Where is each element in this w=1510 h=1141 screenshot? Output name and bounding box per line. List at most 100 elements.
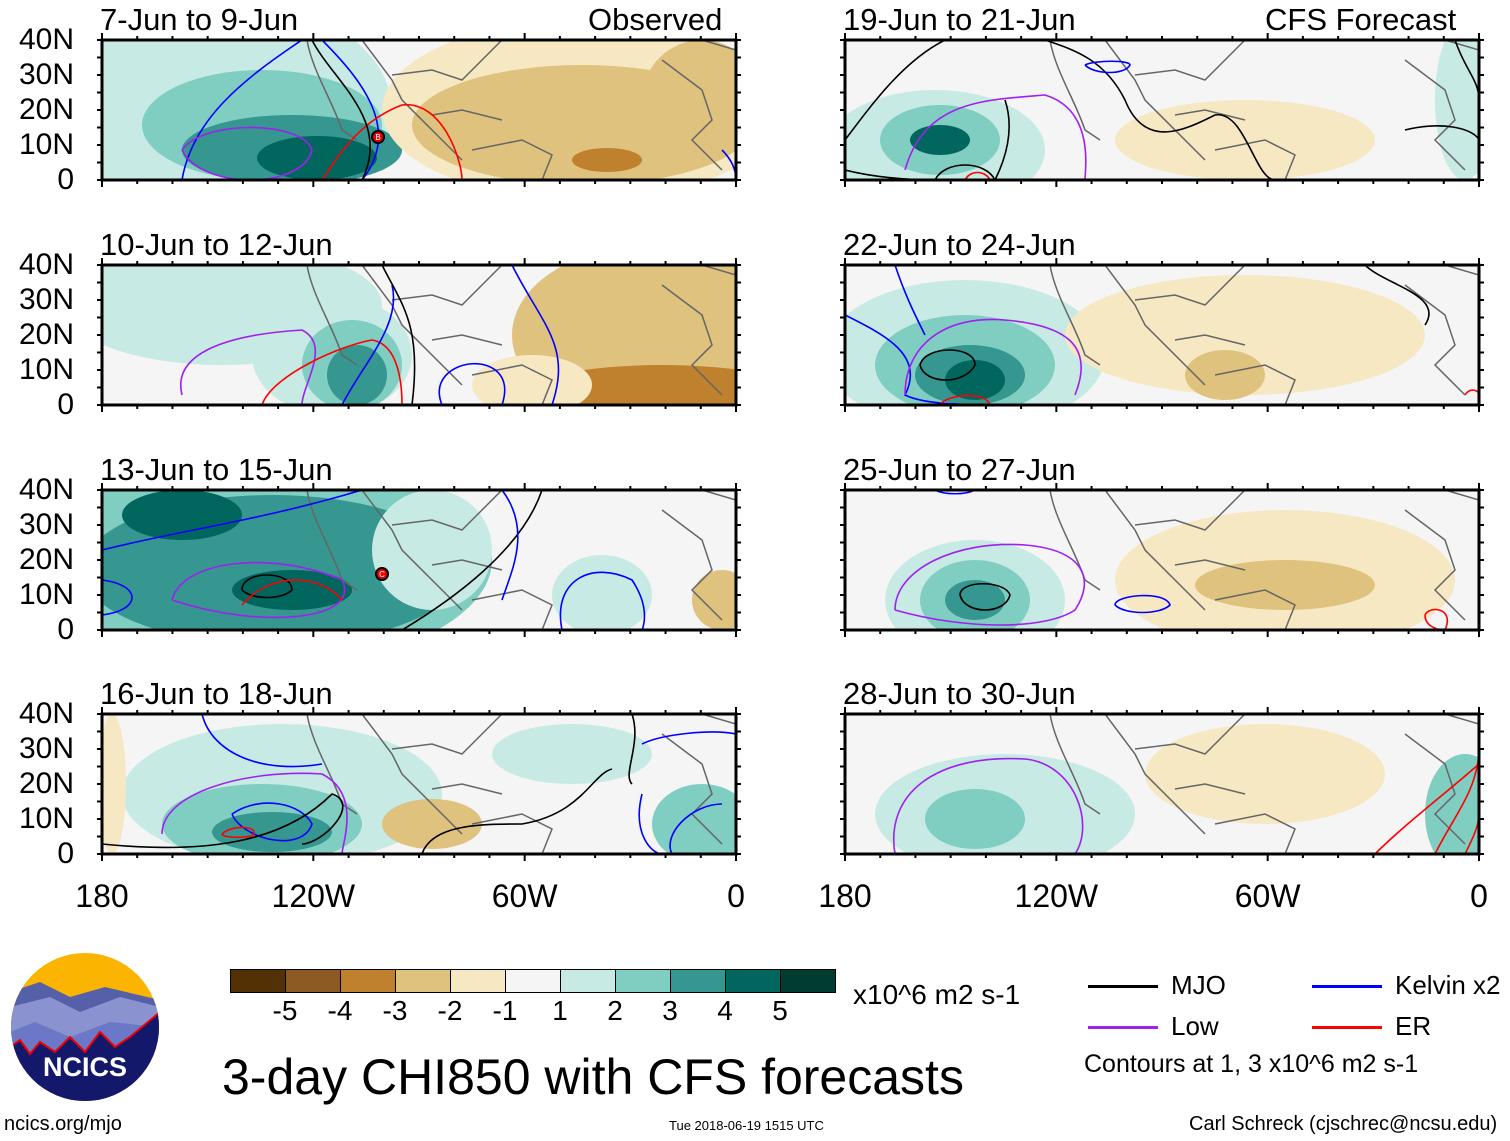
coastline bbox=[1049, 40, 1101, 141]
contour-line bbox=[894, 265, 926, 336]
anomaly-region bbox=[692, 570, 736, 630]
contour-line bbox=[321, 104, 463, 180]
coastline bbox=[471, 813, 553, 854]
contour-line bbox=[845, 40, 946, 141]
anomaly-region bbox=[1425, 754, 1479, 854]
lat-tick-label: 30N bbox=[18, 58, 74, 91]
coastline bbox=[1214, 813, 1296, 854]
contour-line bbox=[501, 490, 519, 601]
lat-tick-label: 0 bbox=[57, 163, 74, 196]
lon-tick-label: 120W bbox=[271, 878, 356, 914]
contour-line bbox=[102, 579, 133, 616]
lat-tick-label: 10N bbox=[18, 802, 74, 835]
contour-line bbox=[241, 579, 343, 606]
legend-label: ER bbox=[1395, 1011, 1432, 1041]
anomaly-region bbox=[1065, 275, 1425, 395]
anomaly-region bbox=[1145, 724, 1385, 824]
contour-line bbox=[381, 265, 416, 405]
lat-tick-label: 10N bbox=[18, 128, 74, 161]
coastline bbox=[1134, 490, 1246, 531]
legend-line bbox=[1312, 985, 1382, 988]
colorbar-label: -5 bbox=[272, 995, 298, 1026]
storm-marker: B bbox=[371, 130, 385, 144]
coastline bbox=[391, 265, 503, 306]
contour-line bbox=[964, 171, 991, 180]
coastline bbox=[1049, 265, 1101, 366]
contour-line bbox=[171, 561, 346, 619]
contour-line bbox=[421, 768, 613, 854]
anomaly-region bbox=[1195, 560, 1375, 610]
coastline bbox=[306, 40, 358, 141]
coastline bbox=[391, 490, 503, 531]
contour-line bbox=[231, 802, 313, 842]
coastline bbox=[471, 139, 553, 180]
lon-tick-label: 0 bbox=[727, 878, 745, 914]
panel-title: 22-Jun to 24-Jun bbox=[843, 227, 1076, 262]
anomaly-region bbox=[925, 789, 1025, 849]
lat-tick-label: 30N bbox=[18, 283, 74, 316]
coastline bbox=[1134, 40, 1246, 81]
coastline bbox=[1104, 40, 1206, 161]
contour-line bbox=[904, 94, 1087, 180]
colorbar-label: -4 bbox=[327, 995, 353, 1026]
lon-tick-label: 60W bbox=[491, 878, 558, 914]
anomaly-region bbox=[257, 136, 377, 180]
map-panel: C bbox=[97, 483, 741, 637]
contour-line bbox=[1114, 594, 1171, 614]
contour-line bbox=[1364, 265, 1430, 326]
lon-tick-label: 120W bbox=[1014, 878, 1099, 914]
source-url[interactable]: ncics.org/mjo bbox=[4, 1113, 122, 1135]
contour-line bbox=[221, 826, 255, 839]
coastline bbox=[1404, 509, 1466, 621]
coastline bbox=[306, 490, 358, 591]
coastline bbox=[1444, 265, 1479, 276]
colorbar-swatch bbox=[450, 969, 506, 993]
lat-tick-label: 20N bbox=[18, 767, 74, 800]
storm-marker: C bbox=[375, 567, 389, 581]
contour-line bbox=[511, 265, 560, 405]
contour-note: Contours at 1, 3 x10^6 m2 s-1 bbox=[1084, 1050, 1419, 1078]
map-panel bbox=[97, 258, 741, 412]
coastline bbox=[1104, 265, 1206, 386]
svg-text:C: C bbox=[379, 570, 385, 579]
legend-line bbox=[1088, 985, 1158, 988]
ncics-logo: NCICS bbox=[11, 953, 159, 1101]
anomaly-region bbox=[552, 555, 652, 630]
legend-label: Kelvin x2 bbox=[1395, 970, 1501, 1000]
coastline bbox=[1174, 334, 1246, 346]
map-panel bbox=[840, 483, 1484, 637]
contour-line bbox=[341, 284, 395, 405]
contour-line bbox=[181, 126, 313, 180]
coastline bbox=[661, 284, 723, 396]
colorbar-label: 5 bbox=[772, 995, 788, 1026]
coastline bbox=[1134, 714, 1246, 755]
colorbar-swatch bbox=[560, 969, 616, 993]
contour-line bbox=[261, 339, 403, 405]
coastline bbox=[391, 40, 503, 81]
contour-line bbox=[102, 490, 363, 551]
coastline bbox=[1104, 490, 1206, 611]
lat-tick-label: 20N bbox=[18, 543, 74, 576]
lat-tick-label: 40N bbox=[18, 697, 74, 730]
coastline bbox=[1444, 490, 1479, 501]
coastline bbox=[1404, 733, 1466, 845]
colorbar-label: 4 bbox=[717, 995, 733, 1026]
legend-label: Low bbox=[1171, 1011, 1219, 1041]
contour-line bbox=[161, 772, 348, 854]
coastline bbox=[1174, 783, 1246, 795]
colorbar-swatch bbox=[395, 969, 451, 993]
contour-line bbox=[939, 394, 991, 405]
map-panel bbox=[840, 33, 1484, 187]
coastline bbox=[1049, 714, 1101, 815]
colorbar-swatch bbox=[725, 969, 781, 993]
lon-tick-label: 180 bbox=[818, 878, 872, 914]
contour-line bbox=[1434, 753, 1479, 854]
forecast-label: CFS Forecast bbox=[1265, 2, 1457, 37]
anomaly-region bbox=[1185, 350, 1265, 400]
colorbar-label: -3 bbox=[382, 995, 408, 1026]
contour-line bbox=[628, 714, 636, 785]
contour-line bbox=[311, 40, 371, 180]
contour-line bbox=[201, 714, 323, 768]
coastline bbox=[1444, 40, 1479, 51]
coastline bbox=[1444, 714, 1479, 725]
